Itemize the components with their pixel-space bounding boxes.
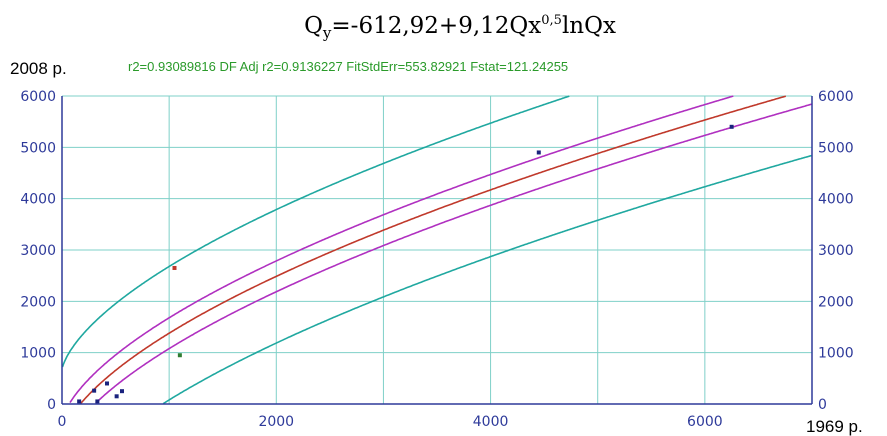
x-axis-label: 1969 p. bbox=[806, 417, 863, 436]
x-tick-label: 4000 bbox=[473, 414, 509, 430]
data-point bbox=[177, 353, 182, 358]
y-axis-label: 2008 p. bbox=[10, 59, 67, 78]
data-point bbox=[120, 389, 124, 394]
y-tick-label-left: 5000 bbox=[20, 140, 56, 156]
y-tick-label-left: 0 bbox=[47, 397, 56, 413]
y-tick-label-left: 2000 bbox=[20, 294, 56, 310]
confidence-upper-curve bbox=[69, 95, 734, 404]
y-tick-label-right: 1000 bbox=[818, 346, 854, 362]
y-tick-label-right: 4000 bbox=[818, 192, 854, 208]
fit-curve bbox=[80, 95, 787, 404]
y-tick-label-left: 1000 bbox=[20, 346, 56, 362]
curves bbox=[61, 95, 812, 405]
y-tick-label-right: 0 bbox=[818, 397, 827, 413]
data-point bbox=[114, 394, 119, 399]
chart-stats-line: r2=0.93089816 DF Adj r2=0.9136227 FitStd… bbox=[128, 59, 568, 74]
y-tick-label-right: 3000 bbox=[818, 243, 854, 259]
x-tick-label: 6000 bbox=[687, 414, 723, 430]
grid bbox=[62, 95, 812, 404]
chart-title: Qy=-612,92+9,12Qx0,5lnQx bbox=[304, 13, 616, 42]
x-tick-label: 0 bbox=[58, 414, 67, 430]
data-points bbox=[77, 124, 734, 404]
data-point bbox=[92, 388, 97, 393]
data-point bbox=[729, 124, 734, 129]
data-point bbox=[105, 381, 109, 386]
axes bbox=[61, 96, 813, 405]
y-tick-label-right: 5000 bbox=[818, 140, 854, 156]
prediction-lower-curve bbox=[162, 154, 812, 405]
y-tick-label-right: 6000 bbox=[818, 89, 854, 105]
data-point bbox=[536, 150, 541, 155]
y-tick-label-left: 4000 bbox=[20, 192, 56, 208]
confidence-lower-curve bbox=[95, 103, 812, 404]
prediction-upper-curve bbox=[61, 95, 570, 368]
y-tick-label-right: 2000 bbox=[818, 294, 854, 310]
data-point bbox=[172, 265, 177, 270]
x-tick-label: 2000 bbox=[258, 414, 294, 430]
data-point bbox=[95, 399, 100, 404]
data-point bbox=[77, 399, 82, 404]
y-tick-label-left: 3000 bbox=[20, 243, 56, 259]
y-tick-label-left: 6000 bbox=[20, 89, 56, 105]
